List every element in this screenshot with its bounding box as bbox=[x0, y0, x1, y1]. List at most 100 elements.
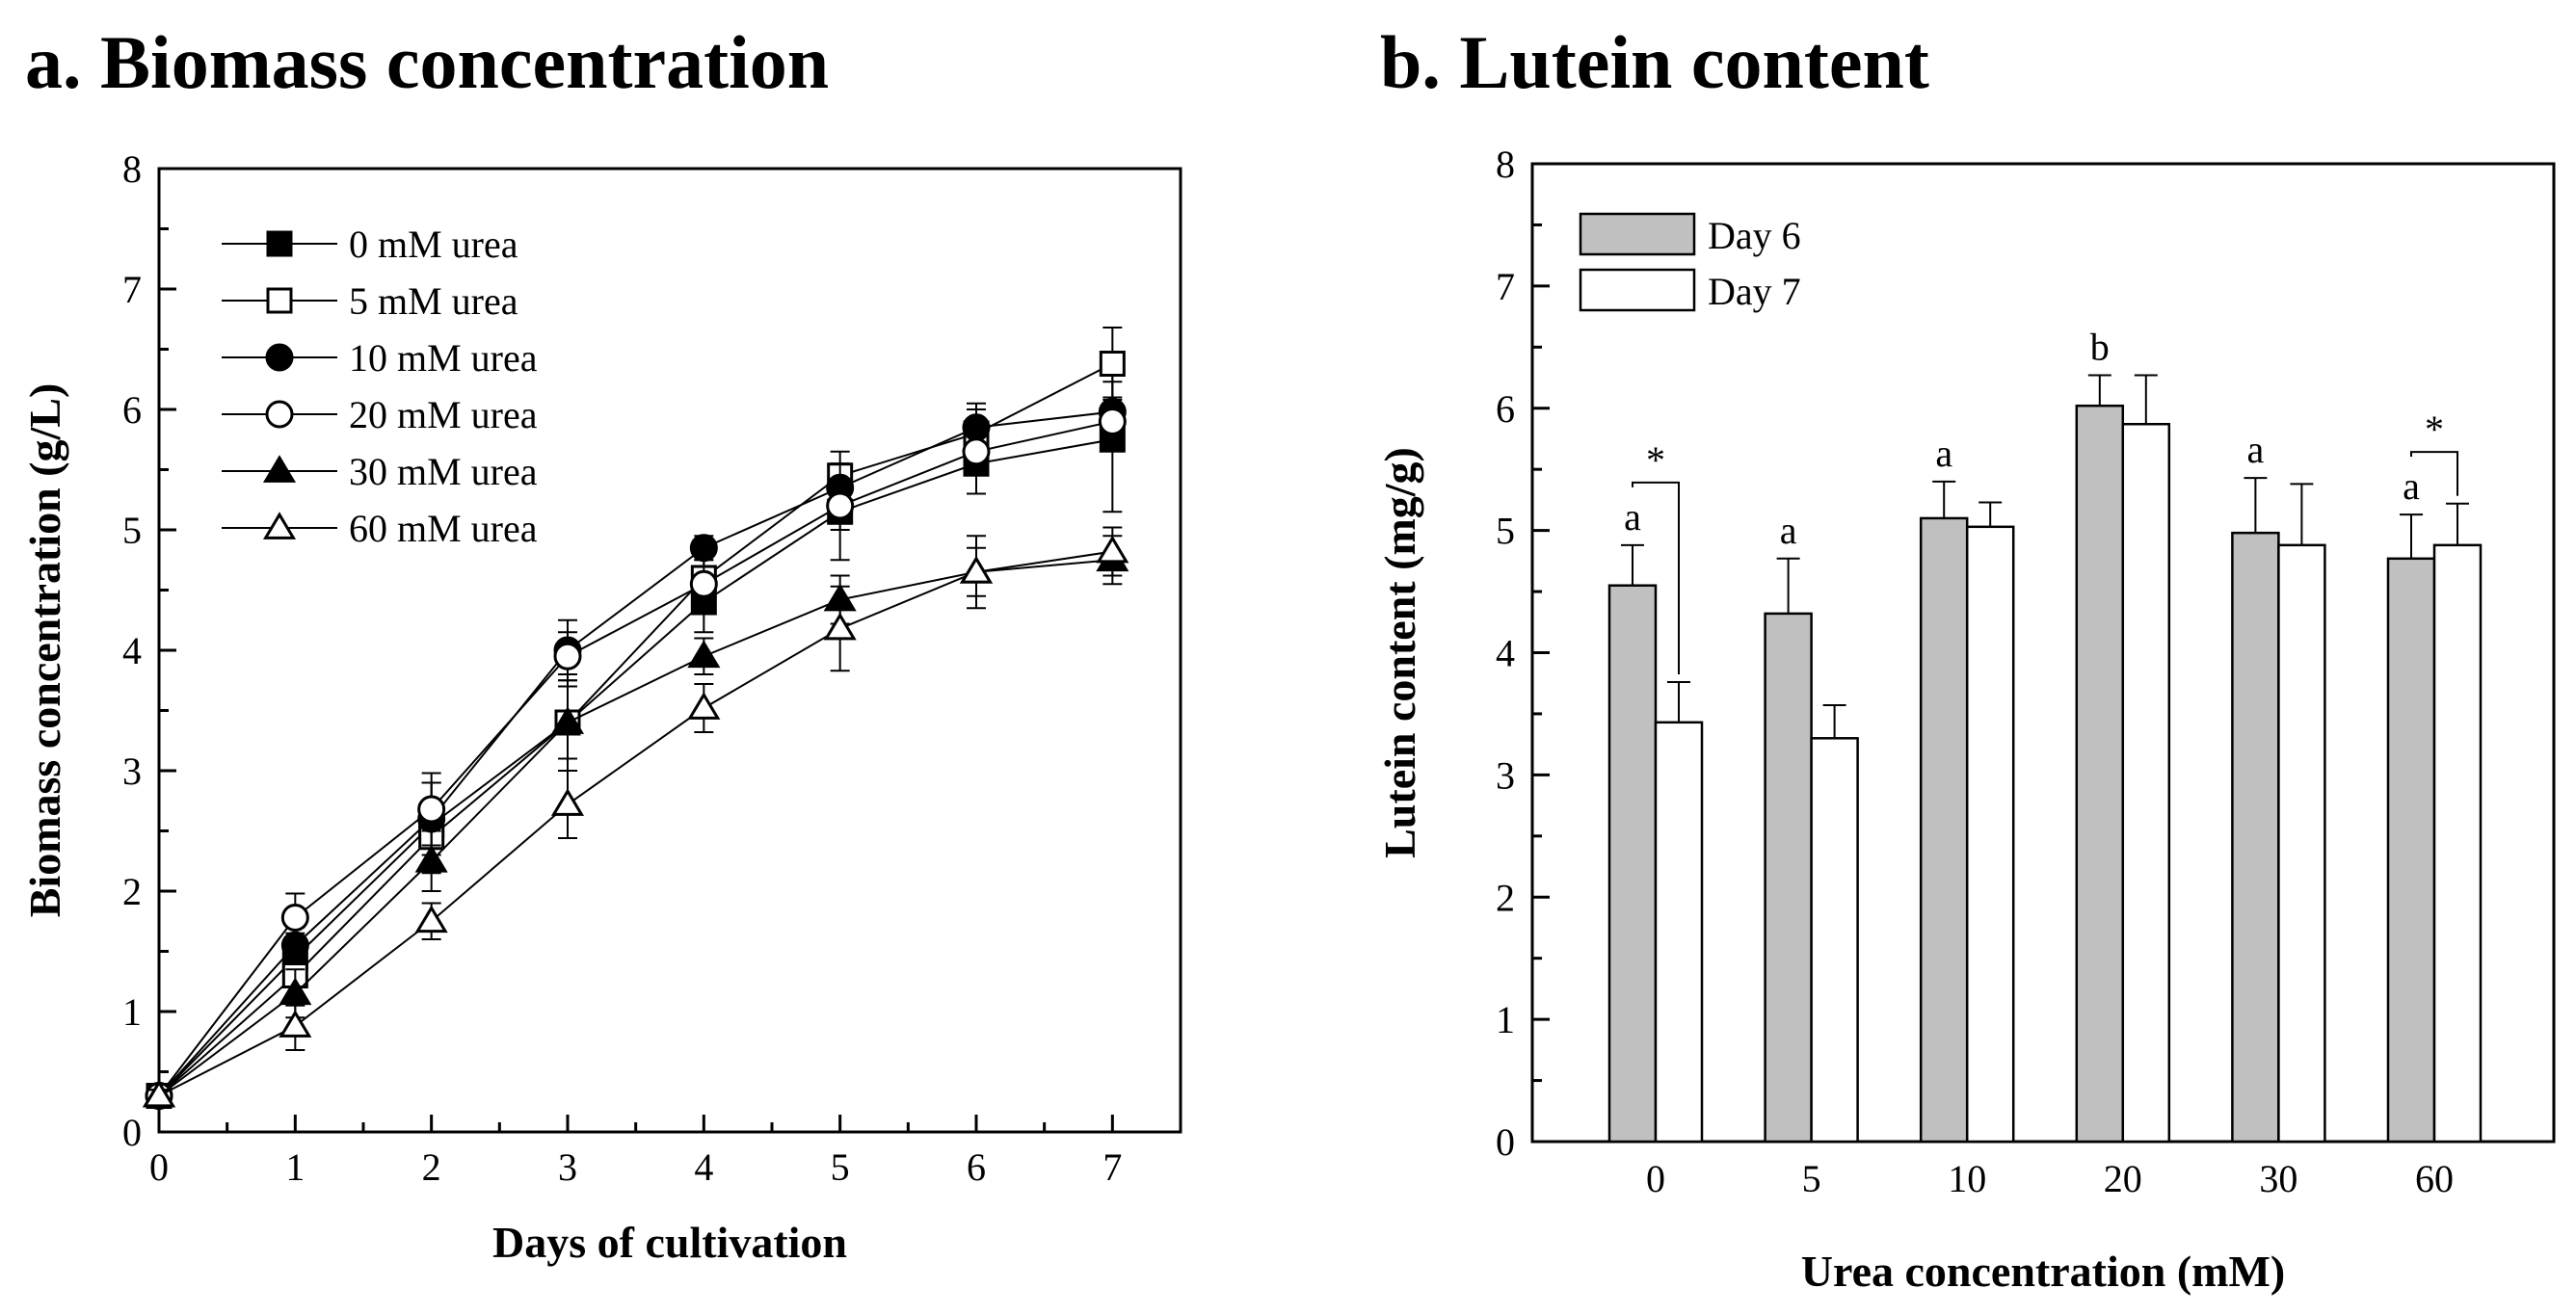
legend-marker bbox=[266, 287, 293, 314]
legend-a: 0 mM urea 5 mM urea 10 mM urea 20 mM urea 30… bbox=[222, 223, 538, 550]
x-tick-label-a: 6 bbox=[967, 1145, 986, 1189]
bar-day-6 bbox=[2231, 531, 2280, 1144]
y-axis-label-a: Biomass concentration (g/L) bbox=[20, 383, 69, 918]
data-point bbox=[279, 1010, 312, 1038]
legend-b: Day 6 Day 7 bbox=[1579, 212, 1801, 313]
significance-bracket bbox=[1632, 481, 1680, 674]
bar-day-6 bbox=[2075, 404, 2125, 1144]
legend-swatch bbox=[1579, 212, 1696, 256]
bar-day-7 bbox=[2432, 543, 2483, 1144]
data-point bbox=[1099, 351, 1126, 377]
significance-bracket bbox=[2410, 451, 2458, 496]
x-tick-label-a: 4 bbox=[694, 1145, 713, 1189]
data-point bbox=[689, 534, 718, 563]
legend-marker bbox=[262, 512, 297, 539]
y-tick-label-a: 8 bbox=[122, 147, 142, 191]
x-tick-label-b: 5 bbox=[1802, 1157, 1821, 1200]
data-point bbox=[689, 569, 718, 598]
x-axis-label-a: Days of cultivation bbox=[492, 1218, 847, 1267]
legend-label: 10 mM urea bbox=[349, 336, 538, 380]
data-point bbox=[962, 437, 991, 466]
bar-day-7 bbox=[2277, 543, 2326, 1144]
significance-star: * bbox=[1646, 438, 1665, 482]
legend-label: Day 7 bbox=[1708, 270, 1801, 313]
x-tick-label-a: 3 bbox=[558, 1145, 577, 1189]
series-a-5 bbox=[142, 526, 1129, 1108]
data-point bbox=[959, 556, 994, 584]
series-line bbox=[158, 559, 1113, 1097]
y-tick-label-b: 4 bbox=[1496, 632, 1515, 675]
y-tick-label-b: 6 bbox=[1496, 387, 1515, 431]
data-point bbox=[417, 795, 446, 824]
x-tick-label-b: 30 bbox=[2259, 1157, 2297, 1200]
y-tick-label-b: 3 bbox=[1496, 753, 1515, 797]
y-tick-label-a: 7 bbox=[122, 268, 142, 311]
legend-label: 60 mM urea bbox=[349, 507, 538, 550]
bar-day-7 bbox=[1654, 721, 1704, 1144]
y-tick-label-a: 4 bbox=[122, 629, 142, 672]
y-tick-label-a: 3 bbox=[122, 750, 142, 793]
y-tick-label-b: 5 bbox=[1496, 510, 1515, 553]
legend-label: 20 mM urea bbox=[349, 393, 538, 436]
y-tick-label-a: 6 bbox=[122, 388, 142, 432]
panel-a-title: a. Biomass concentration bbox=[25, 20, 830, 104]
y-tick-label-b: 1 bbox=[1496, 998, 1515, 1041]
series-line bbox=[158, 550, 1113, 1097]
significance-letter: a bbox=[2403, 464, 2420, 508]
x-tick-label-b: 60 bbox=[2415, 1157, 2454, 1200]
legend-label: 5 mM urea bbox=[349, 279, 518, 323]
significance-letter: a bbox=[1780, 509, 1797, 552]
legend-marker bbox=[265, 400, 294, 429]
data-point bbox=[550, 788, 585, 816]
bar-day-7 bbox=[2121, 422, 2171, 1144]
bar-day-7 bbox=[1810, 737, 1859, 1144]
bar-day-6 bbox=[1607, 584, 1658, 1144]
x-tick-label-a: 2 bbox=[422, 1145, 441, 1189]
x-tick-label-a: 0 bbox=[149, 1145, 169, 1189]
panel-b-title: b. Lutein content bbox=[1380, 20, 1929, 104]
data-point bbox=[826, 491, 855, 520]
series-line bbox=[158, 420, 1113, 1097]
x-tick-label-a: 7 bbox=[1102, 1145, 1122, 1189]
x-axis-label-b: Urea concentration (mM) bbox=[1801, 1247, 2285, 1296]
data-point bbox=[142, 1079, 176, 1108]
y-tick-label-b: 0 bbox=[1496, 1120, 1515, 1164]
legend-marker bbox=[262, 455, 297, 483]
legend-label: 30 mM urea bbox=[349, 450, 538, 493]
y-tick-label-b: 8 bbox=[1496, 143, 1515, 186]
legend-swatch bbox=[1579, 268, 1696, 312]
y-axis-label-b: Lutein content (mg/g) bbox=[1375, 447, 1424, 858]
x-tick-label-b: 20 bbox=[2104, 1157, 2142, 1200]
bar-day-6 bbox=[1919, 516, 1969, 1144]
y-tick-label-b: 2 bbox=[1496, 876, 1515, 919]
x-tick-label-b: 10 bbox=[1948, 1157, 1986, 1200]
y-tick-label-a: 5 bbox=[122, 509, 142, 552]
data-point bbox=[414, 905, 448, 934]
data-point bbox=[687, 692, 721, 720]
series-line bbox=[158, 438, 1113, 1097]
x-tick-label-a: 5 bbox=[831, 1145, 850, 1189]
significance-letter: b bbox=[2090, 325, 2110, 368]
data-point bbox=[550, 706, 585, 734]
data-point bbox=[553, 642, 582, 671]
y-tick-label-a: 2 bbox=[122, 870, 142, 913]
legend-label: Day 6 bbox=[1708, 214, 1801, 257]
biomass-line-chart: 0 1 2 3 4 5 6 7 0 1 2 3 4 5 6 7 8 Days of cultivation Biom… bbox=[20, 147, 1182, 1267]
significance-star: * bbox=[2425, 408, 2444, 451]
bar-day-6 bbox=[1764, 612, 1813, 1144]
series-line bbox=[158, 362, 1113, 1097]
legend-marker bbox=[265, 343, 294, 372]
data-point bbox=[280, 904, 309, 932]
data-point bbox=[687, 640, 721, 669]
data-point bbox=[823, 612, 857, 641]
y-tick-label-a: 0 bbox=[122, 1111, 142, 1154]
bar-day-6 bbox=[2386, 557, 2436, 1144]
bar-day-7 bbox=[1965, 525, 2015, 1144]
legend-label: 0 mM urea bbox=[349, 223, 518, 266]
x-tick-label-b: 0 bbox=[1646, 1157, 1665, 1200]
data-point bbox=[1098, 408, 1127, 435]
series-a-3 bbox=[145, 396, 1127, 1110]
significance-letter: a bbox=[1935, 432, 1952, 475]
